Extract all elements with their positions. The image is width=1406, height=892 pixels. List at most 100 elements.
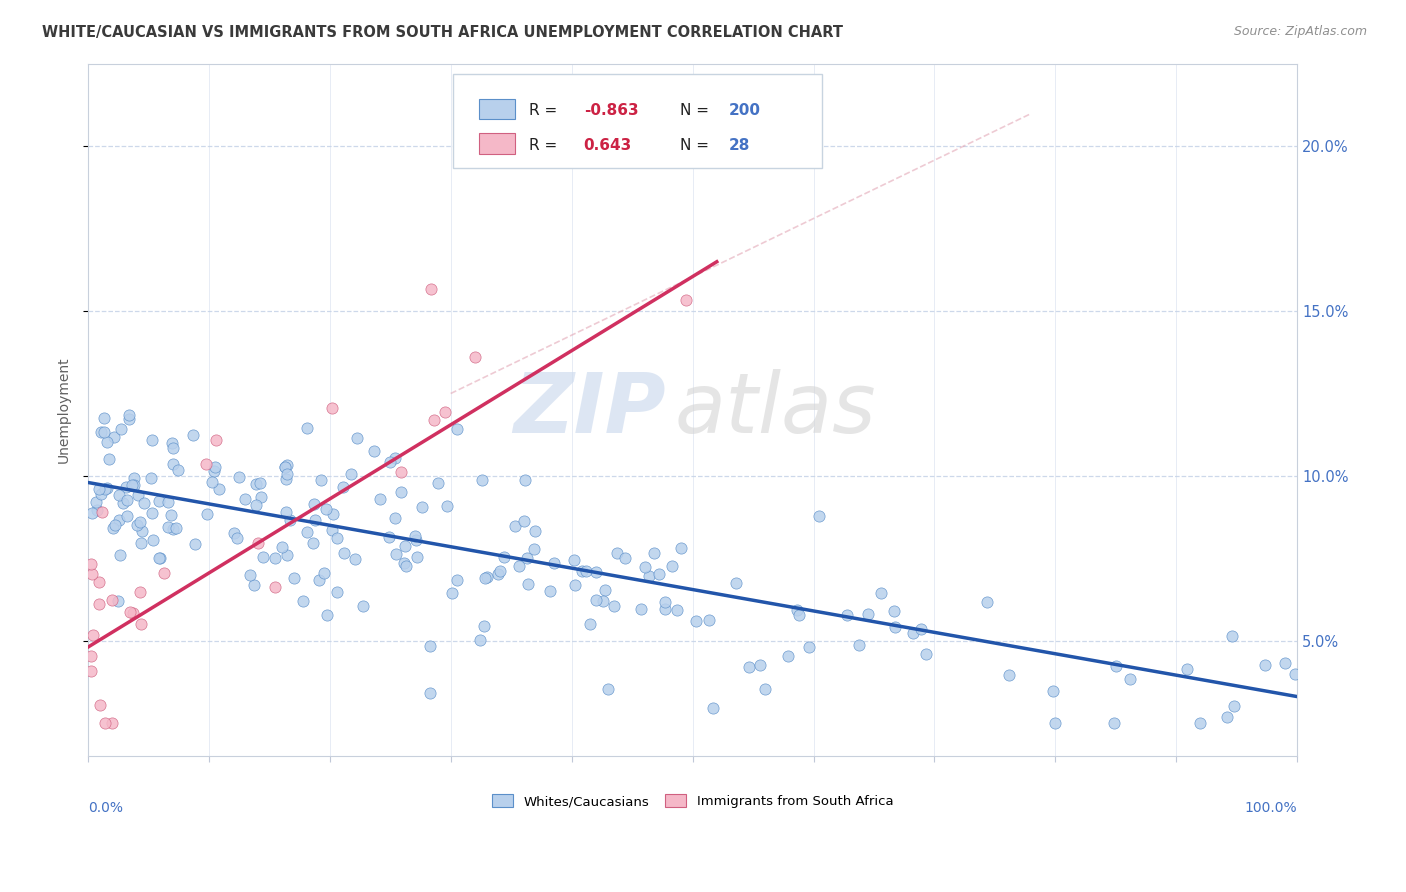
- Point: [835, 608, 858, 623]
- Point: [181, 428, 204, 442]
- Point: [118, 412, 141, 426]
- Point: [384, 511, 406, 525]
- Point: [195, 458, 218, 472]
- Point: [1188, 716, 1211, 731]
- Point: [117, 492, 139, 507]
- Point: [516, 551, 538, 566]
- Point: [90, 487, 112, 501]
- Point: [346, 431, 368, 445]
- Point: [592, 594, 614, 608]
- Point: [575, 564, 598, 578]
- FancyBboxPatch shape: [478, 133, 515, 154]
- Point: [724, 576, 747, 591]
- Text: 0.0%: 0.0%: [87, 801, 122, 815]
- Point: [856, 607, 879, 621]
- Point: [90, 505, 112, 519]
- Point: [585, 592, 607, 607]
- Point: [127, 517, 149, 532]
- Point: [316, 607, 339, 622]
- Point: [117, 508, 139, 523]
- Point: [423, 412, 446, 426]
- Point: [276, 467, 298, 482]
- Point: [606, 546, 628, 560]
- Point: [127, 488, 149, 502]
- Point: [419, 282, 441, 296]
- Point: [643, 546, 665, 560]
- Point: [292, 593, 315, 607]
- Point: [312, 566, 335, 581]
- Point: [392, 557, 415, 571]
- Point: [202, 464, 225, 478]
- Point: [276, 458, 298, 472]
- Point: [87, 482, 110, 496]
- Point: [121, 478, 143, 492]
- Point: [149, 551, 172, 566]
- Point: [205, 434, 228, 448]
- Point: [139, 471, 162, 485]
- Point: [222, 526, 245, 541]
- Point: [315, 502, 337, 516]
- Point: [103, 430, 125, 444]
- Point: [654, 595, 676, 609]
- Point: [503, 519, 526, 533]
- Point: [524, 524, 547, 538]
- Point: [571, 564, 593, 578]
- Point: [295, 420, 318, 434]
- Point: [278, 513, 301, 527]
- Point: [124, 478, 146, 492]
- Point: [322, 507, 344, 521]
- Point: [276, 505, 298, 519]
- Point: [94, 482, 117, 496]
- Point: [93, 410, 115, 425]
- Point: [603, 599, 626, 614]
- Point: [613, 551, 636, 566]
- Point: [1043, 716, 1066, 731]
- Point: [156, 520, 179, 534]
- Point: [648, 567, 671, 582]
- Text: 100.0%: 100.0%: [1244, 801, 1298, 815]
- Point: [86, 503, 108, 517]
- Point: [738, 659, 761, 673]
- Point: [436, 500, 458, 514]
- Point: [513, 515, 536, 529]
- Point: [543, 557, 565, 571]
- Point: [1102, 716, 1125, 731]
- Point: [93, 425, 115, 439]
- Point: [368, 491, 391, 506]
- Text: 28: 28: [728, 138, 751, 153]
- Point: [104, 517, 127, 532]
- Point: [564, 578, 586, 592]
- Point: [489, 564, 512, 578]
- Point: [108, 513, 131, 527]
- Point: [245, 477, 267, 491]
- Point: [94, 716, 117, 731]
- Point: [446, 573, 468, 587]
- Point: [697, 613, 720, 627]
- Point: [343, 552, 366, 566]
- Point: [786, 603, 808, 617]
- Point: [671, 541, 693, 556]
- Point: [80, 557, 103, 571]
- Point: [162, 442, 184, 456]
- Point: [276, 548, 298, 562]
- Text: R =: R =: [529, 103, 558, 119]
- Point: [665, 602, 688, 616]
- Point: [107, 593, 129, 607]
- Point: [245, 498, 267, 512]
- Legend: Whites/Caucasians, Immigrants from South Africa: Whites/Caucasians, Immigrants from South…: [492, 794, 893, 808]
- Point: [808, 508, 831, 523]
- Point: [468, 633, 491, 648]
- Point: [252, 549, 274, 564]
- Point: [101, 521, 124, 535]
- Point: [226, 531, 249, 545]
- Point: [160, 435, 183, 450]
- Point: [270, 540, 292, 554]
- Point: [1118, 672, 1140, 686]
- Point: [120, 605, 142, 619]
- Point: [326, 531, 349, 545]
- Point: [184, 537, 207, 551]
- Point: [80, 506, 103, 520]
- Point: [976, 595, 998, 609]
- Text: R =: R =: [529, 138, 558, 153]
- Point: [332, 479, 354, 493]
